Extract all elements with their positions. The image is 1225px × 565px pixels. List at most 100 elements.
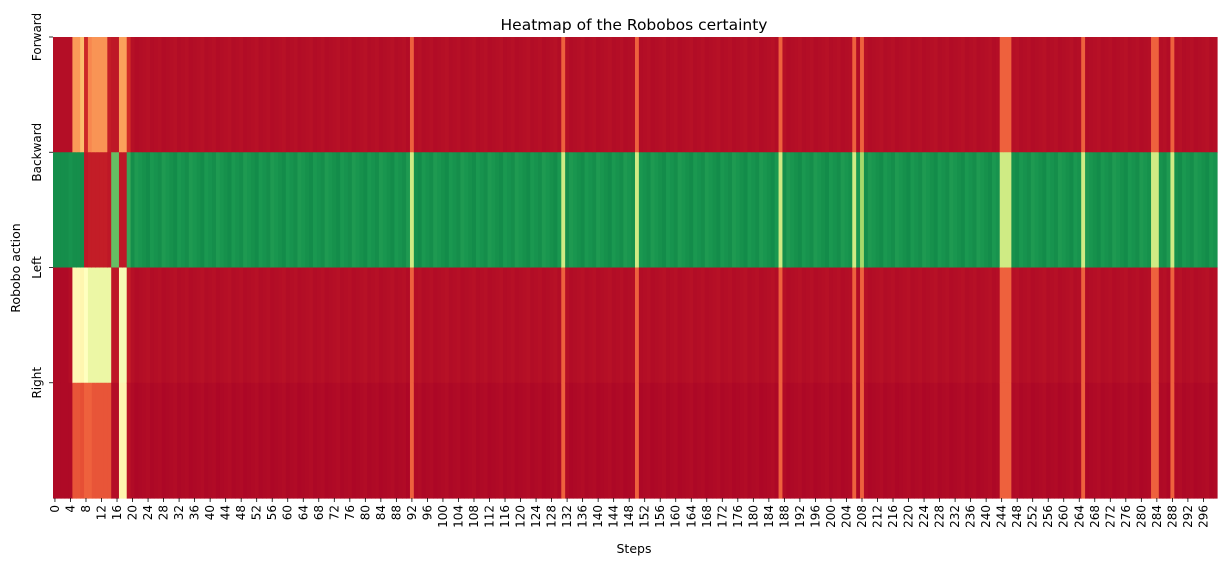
heatmap-cell: [316, 37, 322, 153]
heatmap-cell: [735, 267, 741, 384]
heatmap-cell: [1213, 152, 1218, 269]
heatmap-cell: [278, 152, 283, 269]
heatmap-cell: [169, 382, 174, 499]
x-tick-label: 192: [793, 505, 807, 528]
heatmap-cell: [99, 152, 105, 269]
heatmap-cell: [941, 382, 946, 499]
heatmap-cell: [825, 152, 830, 269]
heatmap-cell: [382, 152, 388, 269]
heatmap-cell: [235, 382, 240, 499]
heatmap-cell: [1019, 382, 1024, 499]
heatmap-cell: [910, 267, 915, 384]
heatmap-cell: [386, 267, 392, 384]
heatmap-cell: [235, 267, 240, 384]
heatmap-cell: [786, 382, 791, 499]
heatmap-cell: [452, 152, 458, 269]
heatmap-cell: [638, 267, 644, 384]
heatmap-cell: [1042, 267, 1047, 384]
heatmap-cell: [774, 37, 780, 153]
heatmap-cell: [871, 152, 877, 269]
x-tick-label: 116: [498, 505, 512, 528]
heatmap-cell: [615, 152, 621, 269]
heatmap-cell: [724, 382, 729, 499]
heatmap-cell: [603, 152, 609, 269]
heatmap-cell: [1057, 267, 1063, 384]
heatmap-cell: [805, 267, 811, 384]
heatmap-cell: [464, 37, 469, 153]
heatmap-cell: [1077, 37, 1082, 153]
heatmap-cell: [999, 382, 1005, 499]
heatmap-cell: [254, 152, 260, 269]
heatmap-cell: [95, 37, 101, 153]
heatmap-cell: [1061, 267, 1067, 384]
heatmap-cell: [444, 267, 450, 384]
heatmap-cell: [615, 267, 621, 384]
x-axis-ticks: 0 4 8 12 16 20 24 28 32 36 40 44 48 52 56 60 64 68 72 76 80 8…: [48, 498, 1210, 528]
heatmap-cell: [945, 382, 950, 499]
heatmap-cell: [1096, 382, 1102, 499]
heatmap-cell: [475, 382, 481, 499]
heatmap-cell: [751, 382, 756, 499]
heatmap-cell: [301, 382, 306, 499]
heatmap-cell: [115, 37, 120, 153]
heatmap-cell: [305, 382, 310, 499]
heatmap-cell: [87, 37, 93, 153]
heatmap-cell: [239, 382, 244, 499]
heatmap-cell: [425, 267, 430, 384]
heatmap-cell: [367, 37, 372, 153]
heatmap-cell: [130, 152, 136, 269]
x-tick-label: 216: [886, 505, 900, 528]
heatmap-cell: [1131, 267, 1137, 384]
heatmap-cell: [1026, 267, 1032, 384]
heatmap-cell: [914, 152, 919, 269]
heatmap-cell: [1069, 267, 1075, 384]
heatmap-cell: [805, 382, 811, 499]
heatmap-cell: [960, 267, 966, 384]
heatmap-cell: [883, 37, 888, 153]
x-tick-label: 68: [312, 505, 326, 520]
heatmap-cell: [278, 267, 283, 384]
heatmap-cell: [1081, 267, 1086, 384]
heatmap-cell: [84, 37, 89, 153]
heatmap-cell: [914, 267, 919, 384]
heatmap-cell: [1003, 152, 1009, 269]
heatmap-cell: [534, 267, 539, 384]
x-tick-label: 204: [839, 505, 853, 528]
heatmap-cell: [922, 152, 927, 269]
heatmap-cell: [479, 382, 485, 499]
heatmap-cell: [468, 152, 473, 269]
heatmap-cell: [937, 382, 943, 499]
heatmap-cell: [607, 382, 613, 499]
x-tick-label: 188: [777, 505, 791, 528]
heatmap-cell: [596, 267, 601, 384]
heatmap-cell: [1131, 152, 1137, 269]
heatmap-cell: [351, 37, 357, 153]
heatmap-cell: [417, 382, 423, 499]
heatmap-cell: [844, 37, 849, 153]
heatmap-cell: [1007, 267, 1012, 384]
heatmap-cell: [514, 267, 520, 384]
heatmap-cell: [650, 37, 655, 153]
heatmap-cell: [394, 37, 399, 153]
heatmap-cell: [1096, 37, 1102, 153]
heatmap-cell: [821, 267, 826, 384]
heatmap-cell: [1038, 152, 1043, 269]
heatmap-cell: [274, 152, 279, 269]
heatmap-cell: [1046, 152, 1051, 269]
heatmap-cell: [53, 152, 58, 269]
heatmap-cell: [192, 382, 198, 499]
heatmap-cell: [111, 382, 116, 499]
heatmap-cell: [142, 37, 147, 153]
heatmap-cell: [115, 382, 120, 499]
x-tick-label: 76: [343, 505, 357, 520]
heatmap-cell: [142, 382, 147, 499]
heatmap-cell: [499, 267, 504, 384]
heatmap-cell: [479, 267, 485, 384]
x-tick-label: 208: [855, 505, 869, 528]
heatmap-cell: [122, 382, 128, 499]
heatmap-cell: [840, 382, 846, 499]
heatmap-cell: [1139, 152, 1144, 269]
heatmap-cell: [867, 152, 873, 269]
heatmap-cell: [499, 37, 504, 153]
